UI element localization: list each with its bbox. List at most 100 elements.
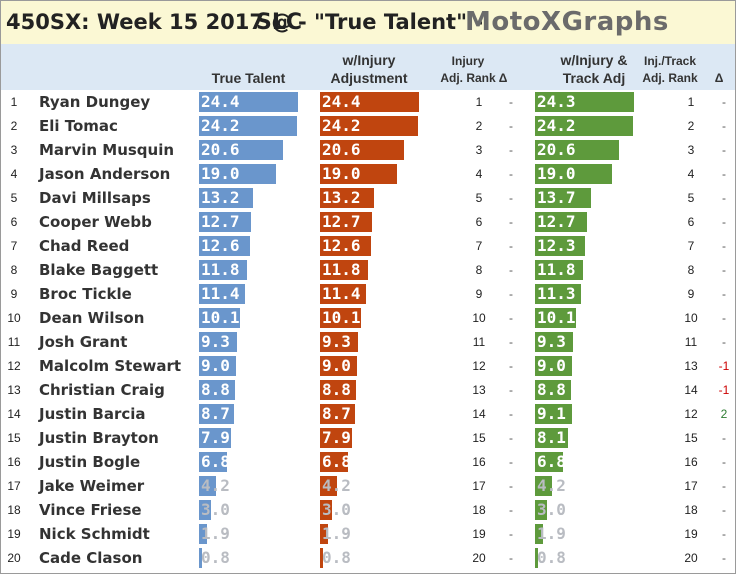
injury-adj-value: 0.8: [322, 548, 351, 567]
injury-delta: -: [509, 143, 513, 157]
injury-adj-bar: [320, 380, 356, 400]
track-adj-bar: [535, 428, 568, 448]
rider-name: Jake Weimer: [39, 477, 145, 495]
injury-adj-value: 19.0: [322, 164, 361, 183]
table-row: 9 Broc Tickle 11.4 11.4 11.3 9 - 9 -: [1, 282, 735, 306]
track-adj-value: 10.1: [537, 308, 576, 327]
track-adj-value: 8.8: [537, 380, 566, 399]
table-row: 6 Cooper Webb 12.7 12.7 12.7 6 - 6 -: [1, 210, 735, 234]
injury-adj-bar: [320, 356, 357, 376]
track-rank: 8: [687, 263, 695, 277]
true-talent-bar: [199, 548, 203, 568]
row-rank: 18: [7, 503, 21, 517]
true-talent-value: 12.7: [201, 212, 240, 231]
row-rank: 16: [7, 455, 21, 469]
track-delta: -: [722, 119, 726, 133]
rider-name: Justin Barcia: [39, 405, 146, 423]
true-talent-value: 11.4: [201, 284, 240, 303]
track-rank: 20: [684, 551, 698, 565]
track-adj-bar: [535, 548, 539, 568]
injury-delta: -: [509, 215, 513, 229]
true-talent-bar: [199, 188, 253, 208]
injury-delta: -: [509, 239, 513, 253]
injury-adj-value: 8.7: [322, 404, 351, 423]
table-row: 14 Justin Barcia 8.7 8.7 9.1 14 - 12 2: [1, 402, 735, 426]
track-delta: -: [722, 167, 726, 181]
injury-delta: -: [509, 551, 513, 565]
table-row: 1 Ryan Dungey 24.4 24.4 24.3 1 - 1 -: [1, 90, 735, 114]
rider-name: Eli Tomac: [39, 117, 118, 135]
injury-adj-value: 11.8: [322, 260, 361, 279]
chart-title-venue: SLC: [256, 10, 303, 35]
track-rank: 16: [684, 455, 698, 469]
track-delta: -: [722, 479, 726, 493]
injury-adj-value: 1.9: [322, 524, 351, 543]
true-talent-bar: [199, 164, 277, 184]
injury-rank: 12: [472, 359, 486, 373]
injury-delta: -: [509, 311, 513, 325]
true-talent-bar: [199, 332, 237, 352]
track-rank: 15: [684, 431, 698, 445]
track-rank: 6: [687, 215, 695, 229]
track-adj-bar: [535, 332, 573, 352]
injury-delta: -: [509, 119, 513, 133]
injury-adj-bar: [320, 548, 324, 568]
rider-name: Cade Clason: [39, 549, 143, 567]
table-row: 18 Vince Friese 3.0 3.0 3.0 18 - 18 -: [1, 498, 735, 522]
injury-adj-value: 9.0: [322, 356, 351, 375]
injury-adj-bar: [320, 524, 328, 544]
true-talent-bar: [199, 356, 236, 376]
rider-name: Chad Reed: [39, 237, 130, 255]
injury-adj-value: 6.8: [322, 452, 351, 471]
track-adj-bar: [535, 236, 585, 256]
injury-adj-bar: [320, 92, 419, 112]
injury-adj-bar: [320, 500, 333, 520]
track-adj-bar: [535, 524, 543, 544]
table-row: 17 Jake Weimer 4.2 4.2 4.2 17 - 17 -: [1, 474, 735, 498]
true-talent-bar: [199, 140, 283, 160]
track-adj-bar: [535, 380, 571, 400]
injury-rank: 14: [472, 407, 486, 421]
track-adj-value: 12.7: [537, 212, 576, 231]
row-rank: 6: [10, 215, 18, 229]
row-rank: 2: [10, 119, 18, 133]
track-adj-value: 8.1: [537, 428, 566, 447]
track-adj-value: 4.2: [537, 476, 566, 495]
track-rank: 14: [684, 383, 698, 397]
track-delta: -: [722, 311, 726, 325]
true-talent-bar: [199, 236, 251, 256]
injury-rank: 1: [475, 95, 483, 109]
track-rank: 4: [687, 167, 695, 181]
track-adj-value: 0.8: [537, 548, 566, 567]
header-track-rank-line1: Inj./Track: [643, 54, 697, 68]
track-rank: 2: [687, 119, 695, 133]
track-rank: 19: [684, 527, 698, 541]
injury-rank: 5: [475, 191, 483, 205]
track-rank: 1: [687, 95, 695, 109]
rider-name: Justin Bogle: [39, 453, 141, 471]
track-adj-bar: [535, 260, 583, 280]
true-talent-value: 6.8: [201, 452, 230, 471]
row-rank: 1: [10, 95, 18, 109]
injury-adj-value: 7.9: [322, 428, 351, 447]
injury-adj-value: 3.0: [322, 500, 351, 519]
injury-adj-bar: [320, 308, 361, 328]
true-talent-bar: [199, 524, 207, 544]
true-talent-value: 12.6: [201, 236, 240, 255]
rider-name: Marvin Musquin: [39, 141, 175, 159]
header-track-rank-line2: Adj. Rank: [642, 71, 698, 85]
injury-adj-bar: [320, 452, 348, 472]
track-delta: -: [722, 455, 726, 469]
injury-delta: -: [509, 503, 513, 517]
rider-name: Justin Brayton: [39, 429, 159, 447]
table-row: 16 Justin Bogle 6.8 6.8 6.8 16 - 16 -: [1, 450, 735, 474]
table-row: 5 Davi Millsaps 13.2 13.2 13.7 5 - 5 -: [1, 186, 735, 210]
track-adj-value: 13.7: [537, 188, 576, 207]
true-talent-value: 10.1: [201, 308, 240, 327]
injury-delta: -: [509, 167, 513, 181]
true-talent-value: 8.8: [201, 380, 230, 399]
track-rank: 7: [687, 239, 695, 253]
row-rank: 12: [7, 359, 21, 373]
table-row: 4 Jason Anderson 19.0 19.0 19.0 4 - 4 -: [1, 162, 735, 186]
